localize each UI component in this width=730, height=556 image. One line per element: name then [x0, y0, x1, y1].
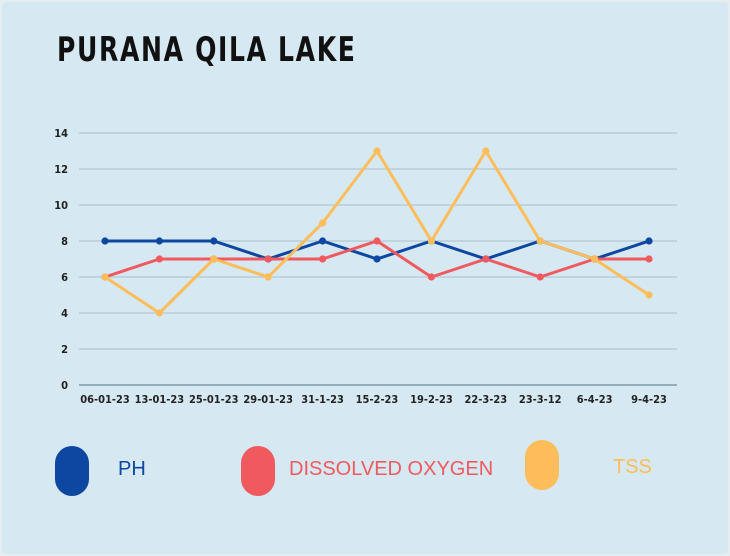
series-line-tss [104, 149, 650, 315]
x-tick-label: 31-1-23 [301, 393, 344, 406]
x-tick-label: 15-2-23 [356, 393, 399, 406]
data-point-dissolved-oxygen [427, 273, 435, 281]
data-point-tss [373, 147, 381, 155]
data-point-tss [645, 291, 653, 299]
x-tick-label: 29-01-23 [243, 393, 293, 406]
chart-title: PURANA QILA LAKE [57, 30, 357, 70]
data-point-tss [536, 237, 544, 245]
y-tick-label: 10 [54, 199, 68, 212]
x-tick-label: 23-3-12 [519, 393, 562, 406]
y-tick-label: 2 [61, 343, 68, 356]
data-point-tss [101, 273, 109, 281]
y-tick-label: 0 [61, 379, 68, 392]
data-point-tss [482, 147, 490, 155]
data-point-dissolved-oxygen [155, 255, 163, 263]
data-point-ph [210, 237, 218, 245]
data-point-ph [319, 237, 327, 245]
x-tick-label: 6-4-23 [577, 393, 613, 406]
data-point-tss [319, 219, 327, 227]
y-tick-label: 6 [61, 271, 68, 284]
data-point-dissolved-oxygen [373, 237, 381, 245]
data-point-dissolved-oxygen [319, 255, 327, 263]
x-tick-label: 22-3-23 [464, 393, 507, 406]
legend-swatch-dissolved-oxygen [241, 446, 275, 496]
legend-label-ph: PH [118, 458, 146, 480]
y-tick-label: 4 [61, 307, 68, 320]
data-point-tss [427, 237, 435, 245]
data-point-ph [155, 237, 163, 245]
legend-swatch-tss [525, 440, 559, 490]
data-point-dissolved-oxygen [264, 255, 272, 263]
x-tick-label: 9-4-23 [631, 393, 667, 406]
y-tick-label: 8 [61, 235, 68, 248]
data-point-ph [373, 255, 381, 263]
data-point-ph [645, 237, 653, 245]
x-tick-label: 25-01-23 [189, 393, 239, 406]
legend-label-dissolved-oxygen: DISSOLVED OXYGEN [289, 458, 494, 480]
data-point-ph [101, 237, 109, 245]
data-point-tss [591, 255, 599, 263]
data-point-tss [264, 273, 272, 281]
x-tick-label: 19-2-23 [410, 393, 453, 406]
data-point-dissolved-oxygen [482, 255, 490, 263]
data-point-dissolved-oxygen [536, 273, 544, 281]
y-tick-label: 14 [54, 127, 68, 140]
legend-swatch-ph [55, 446, 89, 496]
legend-label-tss: TSS [613, 456, 652, 478]
x-tick-label: 06-01-23 [80, 393, 130, 406]
y-tick-label: 12 [54, 163, 68, 176]
x-tick-label: 13-01-23 [135, 393, 185, 406]
data-point-tss [155, 309, 163, 317]
data-point-tss [210, 255, 218, 263]
data-point-dissolved-oxygen [645, 255, 653, 263]
